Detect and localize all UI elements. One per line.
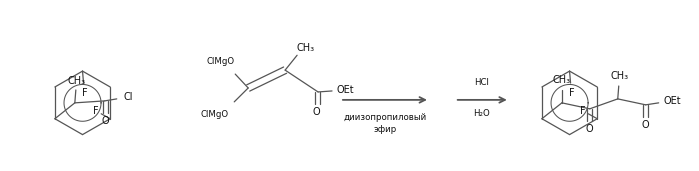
Text: F: F <box>94 106 99 116</box>
Text: O: O <box>102 116 110 126</box>
Text: F: F <box>580 106 586 116</box>
Text: O: O <box>586 124 593 134</box>
Text: OEt: OEt <box>664 96 682 106</box>
Text: H₂O: H₂O <box>473 109 490 118</box>
Text: диизопропиловый: диизопропиловый <box>343 113 426 122</box>
Text: эфир: эфир <box>373 125 396 134</box>
Text: Cl: Cl <box>124 92 134 102</box>
Text: HCl: HCl <box>475 77 489 87</box>
Text: CH₃: CH₃ <box>296 43 314 53</box>
Text: O: O <box>312 107 320 117</box>
Text: CH₃: CH₃ <box>611 71 629 81</box>
Text: CH₃: CH₃ <box>68 76 86 86</box>
Text: CH₃: CH₃ <box>553 75 571 85</box>
Text: ClMgO: ClMgO <box>200 110 229 119</box>
Text: F: F <box>569 88 575 98</box>
Text: OEt: OEt <box>336 85 354 95</box>
Text: F: F <box>82 88 87 98</box>
Text: ClMgO: ClMgO <box>206 57 234 66</box>
Text: O: O <box>642 120 649 130</box>
